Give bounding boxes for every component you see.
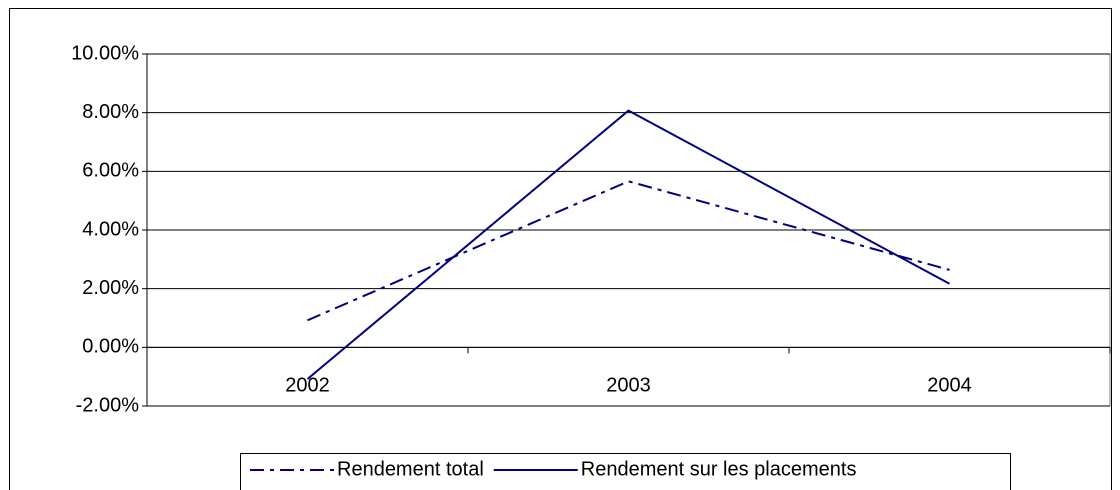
legend-label: Rendement total — [337, 458, 484, 480]
y-tick-label: -2.00% — [76, 394, 140, 416]
series-line — [307, 180, 950, 322]
y-tick-label: 4.00% — [82, 218, 139, 240]
y-tick-label: 6.00% — [82, 160, 139, 182]
x-tick-label: 2004 — [927, 375, 972, 397]
x-tick-label: 2003 — [606, 375, 651, 397]
series-line — [306, 109, 950, 380]
legend-box — [240, 453, 1011, 490]
x-tick-label: 2002 — [285, 375, 330, 397]
y-tick-label: 10.00% — [71, 42, 139, 64]
y-tick-label: 8.00% — [82, 101, 139, 123]
legend-label: Rendement sur les placements — [581, 458, 857, 480]
y-tick-label: 2.00% — [82, 277, 139, 299]
y-tick-label: 0.00% — [82, 336, 139, 358]
